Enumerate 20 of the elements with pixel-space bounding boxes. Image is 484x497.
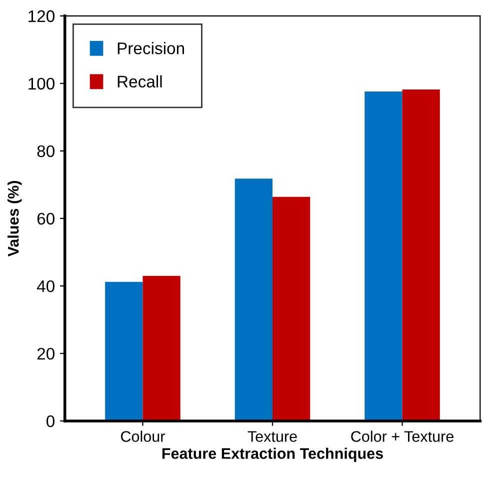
x-tick-label: Colour bbox=[120, 430, 165, 442]
legend-label: Recall bbox=[118, 75, 162, 88]
x-tick-label: Color + Texture bbox=[351, 430, 454, 442]
x-axis-title: Feature Extraction Techniques bbox=[162, 448, 383, 462]
bar bbox=[142, 276, 180, 421]
bar bbox=[364, 92, 402, 421]
y-tick-label: 80 bbox=[37, 145, 54, 158]
bar bbox=[234, 178, 272, 421]
y-axis-title: Values (%) bbox=[8, 180, 22, 257]
y-tick-label: 60 bbox=[37, 212, 54, 225]
y-tick-label: 40 bbox=[36, 280, 54, 292]
legend-label: Precision bbox=[118, 42, 184, 54]
bar bbox=[402, 89, 440, 421]
bar bbox=[272, 196, 310, 421]
y-tick-label: 0 bbox=[46, 415, 54, 428]
y-tick-label: 120 bbox=[28, 10, 54, 22]
bar bbox=[105, 282, 143, 421]
x-tick-label: Texture bbox=[248, 431, 297, 442]
y-tick-label: 20 bbox=[37, 348, 54, 360]
y-tick-label: 100 bbox=[28, 78, 54, 90]
